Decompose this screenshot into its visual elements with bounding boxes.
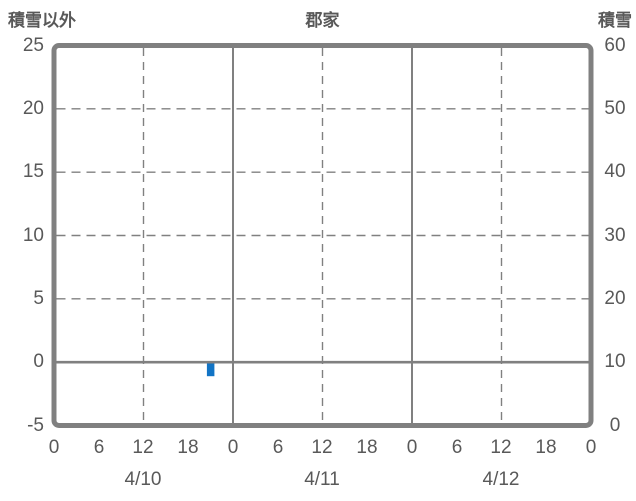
right-axis-title: 積雪 <box>598 11 632 30</box>
day-label: 4/10 <box>124 469 162 490</box>
left-axis-tick: 0 <box>33 351 44 372</box>
x-axis-tick: 18 <box>535 437 557 458</box>
left-axis-tick: 25 <box>22 35 44 56</box>
chart-title: 郡家 <box>305 11 340 30</box>
left-axis-tick: -5 <box>27 415 44 436</box>
vertical-dashed-gridlines <box>142 48 503 423</box>
left-axis-tick: 15 <box>22 161 44 182</box>
plot-frame <box>51 43 594 428</box>
day-label: 4/12 <box>482 469 520 490</box>
right-axis-tick: 50 <box>604 98 626 119</box>
x-axis-tick: 6 <box>93 437 105 458</box>
day-label: 4/11 <box>304 469 340 490</box>
right-axis-tick: 60 <box>604 35 626 56</box>
right-axis-tick: 10 <box>604 351 626 372</box>
bar-series <box>206 363 215 377</box>
x-axis-tick: 18 <box>356 437 378 458</box>
x-axis-tick: 0 <box>48 437 60 458</box>
x-axis-tick: 0 <box>406 437 418 458</box>
day-boundary-lines <box>232 48 413 423</box>
left-axis-tick: 10 <box>22 225 44 246</box>
left-axis-tick: 20 <box>22 98 44 119</box>
x-axis-tick: 0 <box>227 437 239 458</box>
right-axis-tick: 0 <box>609 415 621 436</box>
x-axis-tick: 0 <box>585 437 597 458</box>
x-axis-tick: 12 <box>490 437 512 458</box>
data-bar <box>206 363 215 377</box>
x-axis-tick: 6 <box>451 437 463 458</box>
x-axis-tick: 18 <box>177 437 199 458</box>
right-axis-tick: 20 <box>604 288 626 309</box>
left-axis-title: 積雪以外 <box>8 11 76 30</box>
x-axis-tick: 12 <box>132 437 154 458</box>
right-axis-tick: 30 <box>604 225 626 246</box>
x-axis-tick: 6 <box>272 437 284 458</box>
horizontal-gridlines <box>56 108 589 300</box>
right-axis-tick: 40 <box>604 161 626 182</box>
left-axis-tick: 5 <box>33 288 44 309</box>
x-axis-tick: 12 <box>311 437 333 458</box>
